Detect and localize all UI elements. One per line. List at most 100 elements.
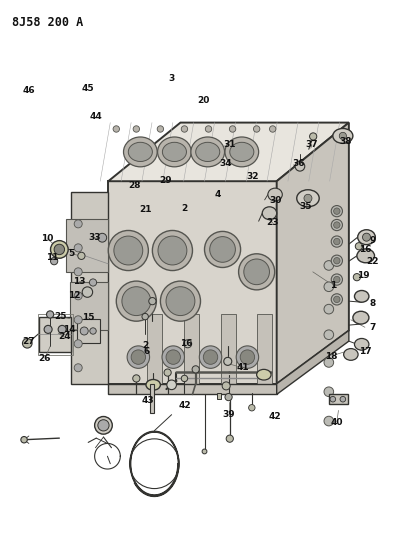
Ellipse shape bbox=[354, 338, 369, 350]
Ellipse shape bbox=[297, 190, 319, 207]
Circle shape bbox=[51, 257, 58, 265]
Circle shape bbox=[74, 364, 82, 372]
Text: 19: 19 bbox=[356, 271, 369, 280]
Polygon shape bbox=[39, 317, 71, 352]
Bar bbox=[217, 393, 221, 399]
Text: 42: 42 bbox=[179, 401, 192, 409]
Text: 16: 16 bbox=[180, 340, 193, 348]
Circle shape bbox=[334, 222, 340, 228]
Circle shape bbox=[127, 346, 150, 368]
Polygon shape bbox=[108, 384, 277, 394]
Polygon shape bbox=[184, 314, 199, 384]
Circle shape bbox=[205, 231, 241, 268]
Circle shape bbox=[244, 259, 269, 285]
Circle shape bbox=[133, 126, 140, 132]
Ellipse shape bbox=[358, 230, 375, 245]
Circle shape bbox=[90, 328, 96, 334]
Text: 31: 31 bbox=[223, 141, 236, 149]
Circle shape bbox=[339, 132, 346, 140]
Circle shape bbox=[133, 375, 140, 382]
Text: 46: 46 bbox=[22, 86, 35, 95]
Circle shape bbox=[324, 358, 334, 367]
Ellipse shape bbox=[196, 142, 220, 161]
Circle shape bbox=[331, 255, 342, 266]
Circle shape bbox=[310, 133, 317, 140]
Circle shape bbox=[142, 313, 148, 320]
Text: 44: 44 bbox=[89, 112, 102, 120]
Circle shape bbox=[295, 161, 305, 171]
Circle shape bbox=[164, 369, 171, 376]
Text: 9: 9 bbox=[370, 237, 376, 245]
Ellipse shape bbox=[128, 142, 152, 161]
Ellipse shape bbox=[146, 379, 160, 390]
Text: 24: 24 bbox=[58, 333, 71, 341]
Circle shape bbox=[253, 126, 260, 132]
Text: 7: 7 bbox=[370, 323, 376, 332]
Ellipse shape bbox=[344, 349, 358, 360]
Circle shape bbox=[340, 397, 346, 402]
Circle shape bbox=[181, 126, 188, 132]
Circle shape bbox=[181, 375, 188, 382]
Circle shape bbox=[324, 330, 334, 340]
Polygon shape bbox=[277, 330, 349, 394]
Circle shape bbox=[355, 243, 363, 250]
Text: 11: 11 bbox=[46, 253, 59, 262]
Circle shape bbox=[74, 316, 82, 324]
Ellipse shape bbox=[225, 137, 259, 167]
Circle shape bbox=[331, 236, 342, 247]
Circle shape bbox=[74, 292, 82, 300]
Circle shape bbox=[203, 350, 218, 365]
Bar bbox=[150, 384, 154, 413]
Circle shape bbox=[269, 126, 276, 132]
Circle shape bbox=[98, 419, 109, 431]
Circle shape bbox=[108, 230, 148, 271]
Text: 38: 38 bbox=[339, 137, 352, 146]
Circle shape bbox=[229, 126, 236, 132]
Circle shape bbox=[58, 325, 66, 334]
Text: 6: 6 bbox=[143, 348, 150, 356]
Text: 39: 39 bbox=[222, 410, 235, 419]
Circle shape bbox=[54, 244, 65, 255]
Text: 17: 17 bbox=[358, 348, 371, 356]
Ellipse shape bbox=[357, 249, 375, 263]
Polygon shape bbox=[108, 123, 349, 181]
Text: 8J58 200 A: 8J58 200 A bbox=[12, 16, 83, 29]
Polygon shape bbox=[108, 181, 277, 384]
Ellipse shape bbox=[257, 369, 271, 380]
Circle shape bbox=[80, 327, 88, 335]
Text: 25: 25 bbox=[55, 312, 67, 321]
Ellipse shape bbox=[162, 142, 186, 161]
Text: 42: 42 bbox=[269, 413, 282, 421]
Polygon shape bbox=[221, 314, 236, 384]
Circle shape bbox=[226, 435, 233, 442]
Circle shape bbox=[222, 382, 230, 390]
Circle shape bbox=[210, 237, 235, 262]
Circle shape bbox=[236, 346, 259, 368]
Text: 18: 18 bbox=[324, 352, 337, 360]
Circle shape bbox=[363, 233, 371, 241]
Circle shape bbox=[157, 126, 164, 132]
Circle shape bbox=[82, 287, 93, 297]
Text: 43: 43 bbox=[141, 397, 154, 405]
Circle shape bbox=[330, 397, 336, 402]
Circle shape bbox=[192, 366, 199, 373]
Circle shape bbox=[166, 287, 195, 316]
Text: 14: 14 bbox=[63, 325, 75, 334]
Circle shape bbox=[74, 340, 82, 348]
Polygon shape bbox=[257, 314, 272, 384]
Text: 27: 27 bbox=[22, 337, 35, 345]
Circle shape bbox=[44, 325, 52, 334]
Circle shape bbox=[334, 208, 340, 214]
Circle shape bbox=[167, 380, 176, 390]
Text: 23: 23 bbox=[266, 219, 279, 227]
Circle shape bbox=[184, 340, 192, 348]
Circle shape bbox=[324, 304, 334, 314]
Text: 28: 28 bbox=[128, 181, 141, 190]
Circle shape bbox=[78, 252, 85, 260]
Polygon shape bbox=[77, 319, 100, 343]
Circle shape bbox=[95, 416, 112, 434]
Circle shape bbox=[334, 296, 340, 303]
Text: 37: 37 bbox=[306, 141, 318, 149]
Circle shape bbox=[98, 233, 107, 242]
Circle shape bbox=[249, 405, 255, 411]
